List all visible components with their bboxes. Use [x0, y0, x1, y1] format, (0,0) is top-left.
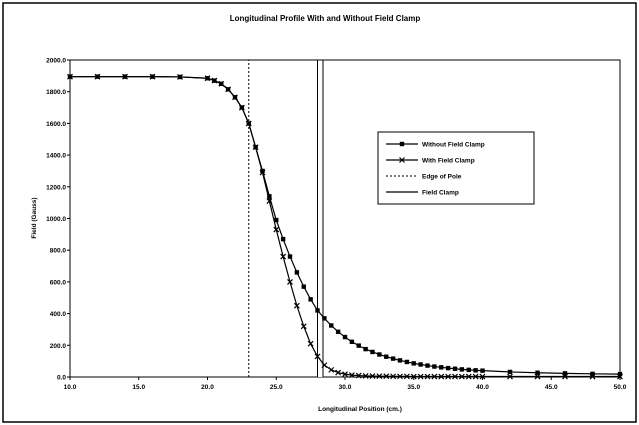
- data-point-square: [329, 323, 333, 327]
- legend: Without Field Clamp With Field Clamp Edge …: [378, 132, 534, 204]
- data-point-square: [295, 270, 299, 274]
- data-point-square: [467, 368, 471, 372]
- data-point-square: [432, 364, 436, 368]
- data-point-square: [302, 284, 306, 288]
- data-point-square: [384, 355, 388, 359]
- x-tick-label: 15.0: [132, 384, 145, 391]
- series-field-clamp: [318, 60, 324, 377]
- x-tick-label: 45.0: [545, 384, 558, 391]
- data-point-square: [446, 366, 450, 370]
- data-point-square: [377, 352, 381, 356]
- data-point-square: [350, 340, 354, 344]
- y-tick-label: 0.0: [57, 375, 66, 382]
- data-point-square: [439, 365, 443, 369]
- y-tick-label: 600.0: [50, 279, 67, 286]
- y-tick-label: 800.0: [50, 248, 67, 255]
- y-tick-label: 400.0: [50, 311, 67, 318]
- data-point-square: [460, 367, 464, 371]
- data-point-square: [453, 367, 457, 371]
- x-tick-label: 35.0: [407, 384, 420, 391]
- data-point-square: [418, 362, 422, 366]
- y-tick-label: 1200.0: [46, 184, 66, 191]
- data-point-square: [400, 142, 404, 146]
- x-tick-label: 40.0: [476, 384, 489, 391]
- data-point-square: [425, 363, 429, 367]
- chart-title: Longitudinal Profile With and Without Fi…: [230, 14, 421, 23]
- data-point-square: [508, 370, 512, 374]
- data-point-square: [288, 254, 292, 258]
- data-point-square: [391, 356, 395, 360]
- x-tick-label: 25.0: [270, 384, 283, 391]
- data-point-square: [281, 237, 285, 241]
- x-tick-label: 30.0: [339, 384, 352, 391]
- data-point-square: [336, 330, 340, 334]
- y-tick-label: 1600.0: [46, 121, 66, 128]
- y-axis-label: Field (Gauss): [31, 197, 38, 238]
- data-point-square: [405, 360, 409, 364]
- legend-label: Edge of Pole: [422, 174, 462, 181]
- data-point-square: [308, 297, 312, 301]
- y-tick-label: 2000.0: [46, 58, 66, 65]
- data-point-square: [315, 308, 319, 312]
- data-point-square: [473, 368, 477, 372]
- x-axis-label: Longitudinal Position (cm.): [318, 406, 402, 413]
- y-tick-label: 1400.0: [46, 153, 66, 160]
- data-point-square: [343, 335, 347, 339]
- x-tick-label: 50.0: [614, 384, 627, 391]
- x-tick-label: 20.0: [201, 384, 214, 391]
- y-tick-label: 200.0: [50, 343, 67, 350]
- x-tick-label: 10.0: [64, 384, 77, 391]
- data-point-square: [357, 343, 361, 347]
- y-tick-label: 1800.0: [46, 89, 66, 96]
- data-point-square: [412, 361, 416, 365]
- legend-label: Without Field Clamp: [422, 142, 485, 149]
- data-point-square: [322, 316, 326, 320]
- y-tick-label: 1000.0: [46, 216, 66, 223]
- data-point-square: [363, 347, 367, 351]
- legend-label: Field Clamp: [422, 190, 459, 197]
- data-point-square: [398, 358, 402, 362]
- legend-label: With Field Clamp: [422, 158, 475, 165]
- data-point-square: [370, 350, 374, 354]
- data-point-square: [480, 368, 484, 372]
